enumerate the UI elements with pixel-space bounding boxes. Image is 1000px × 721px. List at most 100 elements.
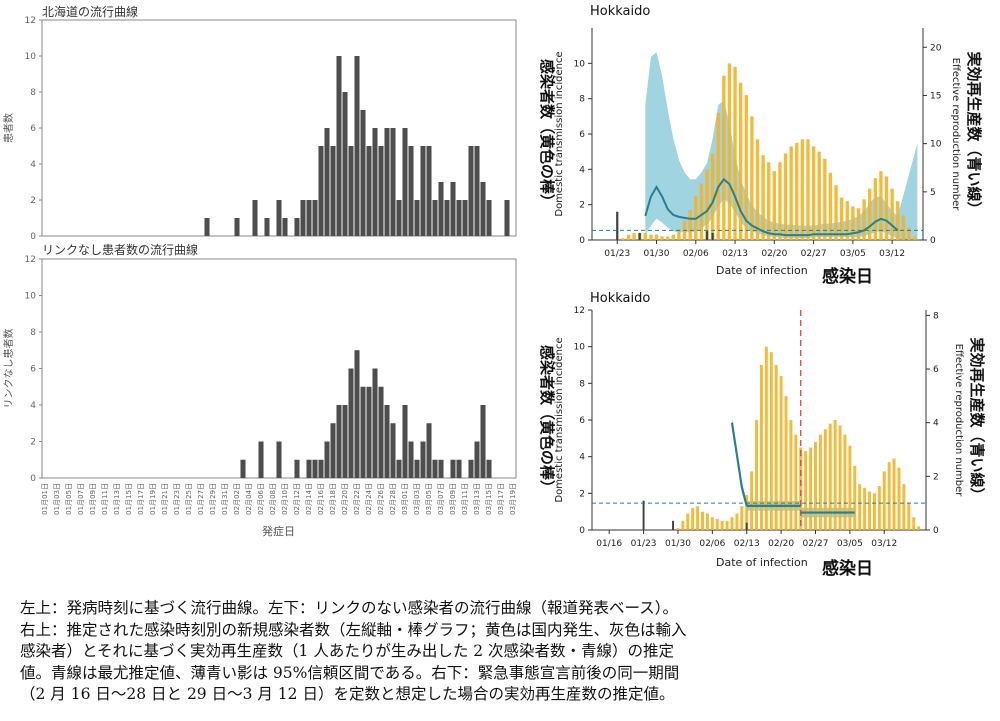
bar bbox=[468, 459, 474, 478]
incidence-bar bbox=[917, 526, 921, 530]
incidence-bar bbox=[823, 429, 827, 530]
incidence-bar bbox=[722, 75, 726, 240]
y-tick-label: 6 bbox=[30, 365, 36, 375]
x-tick-label: 01月03日 bbox=[53, 483, 61, 515]
incidence-bar bbox=[863, 487, 867, 530]
x-tick-label: 03月03日 bbox=[413, 483, 421, 515]
bar bbox=[432, 200, 438, 236]
x-tick-label: 01月31日 bbox=[221, 483, 229, 515]
x-tick-label: 02月18日 bbox=[329, 483, 337, 515]
incidence-bar bbox=[705, 169, 709, 240]
incidence-bar bbox=[745, 495, 749, 530]
x-tick-label: 02月08日 bbox=[269, 483, 277, 515]
bar bbox=[408, 441, 414, 478]
bar bbox=[354, 350, 360, 478]
x-tick-label: 01月19日 bbox=[149, 483, 157, 515]
bar bbox=[450, 459, 456, 478]
bar bbox=[426, 423, 432, 478]
y-tick-label-left: 6 bbox=[579, 130, 585, 140]
x-tick-label: 03月19日 bbox=[509, 483, 517, 515]
incidence-bar bbox=[882, 471, 886, 530]
incidence-bar bbox=[632, 232, 636, 240]
incidence-bar bbox=[838, 425, 842, 530]
incidence-bar bbox=[759, 365, 763, 530]
incidence-bar bbox=[699, 183, 704, 240]
x-tick-label: 02月14日 bbox=[305, 483, 313, 515]
incidence-bar bbox=[907, 502, 911, 530]
y-tick-label: 0 bbox=[30, 232, 36, 242]
incidence-bar bbox=[828, 172, 833, 240]
rt-piecewise-chart: 0 2 4 6 8 10 12 0 2 4 6 8 01/16 01/23 01/30 02/06 02/13 0… bbox=[538, 306, 986, 549]
bar bbox=[480, 182, 486, 236]
onset-bar-chart: 0 2 4 6 8 10 12 患者数 bbox=[2, 16, 517, 242]
bar bbox=[348, 146, 354, 236]
x-tick-label: 03月07日 bbox=[437, 483, 445, 515]
bar bbox=[456, 200, 462, 236]
x-tick-label: 01月01日 bbox=[41, 483, 49, 515]
imported-bar bbox=[705, 231, 709, 240]
y-tick-label-right: 8 bbox=[933, 311, 939, 321]
x-tick-label: 02月16日 bbox=[317, 483, 325, 515]
bar bbox=[378, 386, 384, 478]
y-tick-label-left: 8 bbox=[579, 379, 585, 389]
x-tick-label: 02/13 bbox=[734, 539, 760, 549]
y-axis-label: リンクなし患者数 bbox=[2, 329, 15, 409]
bar bbox=[360, 386, 366, 478]
x-tick-label: 02月02日 bbox=[233, 483, 241, 515]
x-tick-label: 01/16 bbox=[596, 539, 622, 549]
onset-title: 北海道の流行曲線 bbox=[42, 5, 139, 19]
incidence-bar bbox=[660, 236, 664, 240]
incidence-bar bbox=[688, 209, 692, 240]
x-tick-label: 03月01日 bbox=[401, 483, 409, 515]
x-tick-label: 01月25日 bbox=[185, 483, 193, 515]
x-tick-label: 01/30 bbox=[665, 539, 691, 549]
bar bbox=[372, 128, 378, 236]
incidence-bar bbox=[764, 346, 768, 530]
y-tick-label-right: 2 bbox=[933, 472, 939, 482]
incidence-bar bbox=[848, 445, 852, 530]
incidence-bar bbox=[654, 234, 659, 240]
bar bbox=[432, 459, 438, 478]
x-tick-label: 01/30 bbox=[644, 249, 670, 259]
incidence-bar bbox=[877, 486, 881, 530]
incidence-bar bbox=[727, 63, 732, 241]
bar bbox=[336, 405, 342, 478]
unlinked-xlabel: 発症日 bbox=[262, 525, 295, 538]
incidence-bar bbox=[868, 491, 871, 530]
imported-bar bbox=[616, 211, 619, 240]
x-tick-label: 01月09日 bbox=[89, 483, 97, 515]
incidence-bar bbox=[701, 511, 704, 530]
x-tick-label: 02/13 bbox=[722, 249, 748, 259]
incidence-bar bbox=[872, 493, 876, 530]
incidence-bar bbox=[804, 451, 808, 530]
incidence-bar bbox=[681, 520, 685, 530]
x-tick-label: 03/12 bbox=[871, 539, 897, 549]
caption-line: 左上：発病時刻に基づく流行曲線。左下：リンクのない感染者の流行曲線（報道発表ベー… bbox=[20, 599, 678, 617]
x-tick-label: 03/12 bbox=[879, 249, 905, 259]
incidence-bar bbox=[887, 462, 891, 530]
bar bbox=[324, 128, 330, 236]
y-tick-label-left: 8 bbox=[579, 95, 585, 105]
y-axis-label-left: Domestic transmission incidence bbox=[554, 51, 565, 216]
incidence-bar bbox=[851, 206, 855, 240]
bar bbox=[486, 200, 492, 236]
incidence-bar bbox=[671, 234, 676, 240]
bar bbox=[402, 405, 408, 478]
x-tick-label: 01月17日 bbox=[137, 483, 145, 515]
incidence-bar bbox=[735, 513, 739, 530]
unlinked-curve-panel: リンクなし患者数の流行曲線 発症日 0 2 4 6 8 10 12 リンクなし患者数 01月01… bbox=[0, 238, 520, 543]
x-tick-label: 02/06 bbox=[699, 539, 725, 549]
y-axis-label-left-jp: 感染者数（黄色の棒） bbox=[538, 345, 556, 495]
bar bbox=[204, 218, 210, 236]
incidence-bar bbox=[794, 434, 798, 530]
x-tick-label: 02/20 bbox=[761, 249, 787, 259]
x-tick-label: 03月09日 bbox=[449, 483, 457, 515]
y-axis-label-left: Domestic transmission incidence bbox=[554, 337, 565, 502]
incidence-bar bbox=[896, 201, 900, 240]
x-tick-label: 01月27日 bbox=[197, 483, 205, 515]
y-tick-label: 4 bbox=[30, 401, 36, 411]
incidence-bar bbox=[725, 520, 729, 530]
y-tick-label: 4 bbox=[30, 160, 36, 170]
x-tick-label: 02月24日 bbox=[365, 483, 373, 515]
bar bbox=[240, 459, 246, 478]
